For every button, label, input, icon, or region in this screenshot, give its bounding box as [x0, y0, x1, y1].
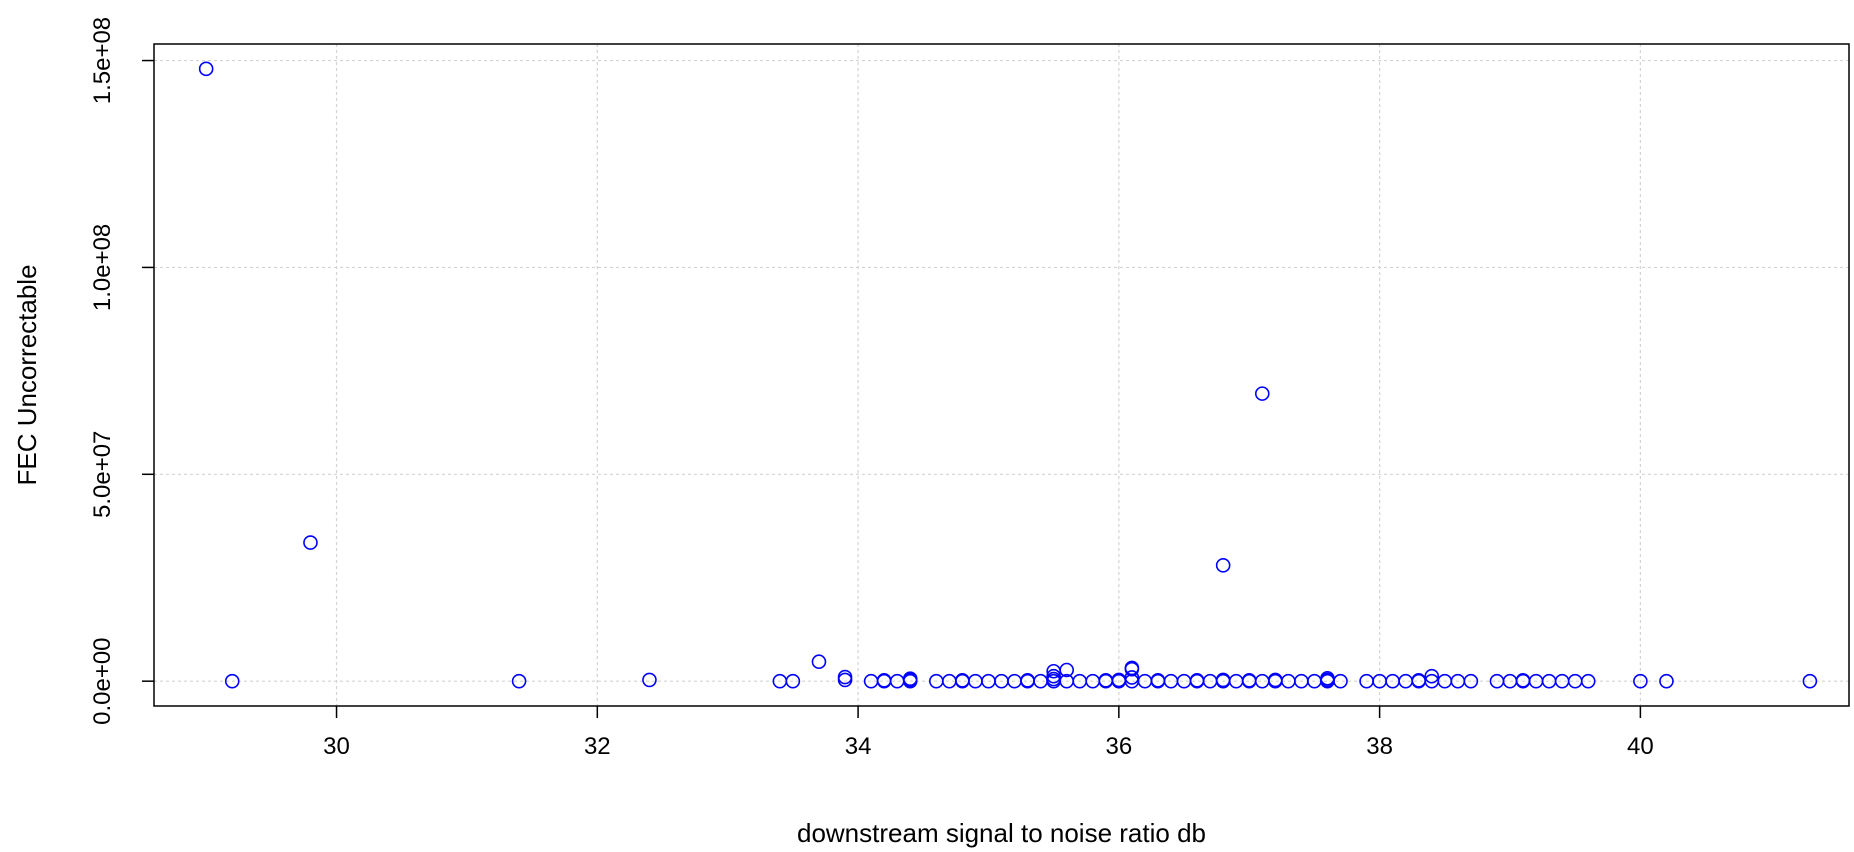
data-point: [1802, 673, 1818, 689]
data-point: [1580, 673, 1596, 689]
data-point: [303, 535, 318, 550]
y-tick-label: 1.5e+08: [89, 17, 116, 104]
data-point: [837, 672, 853, 688]
data-point: [876, 673, 892, 688]
data-point: [1189, 673, 1205, 688]
data-point: [1254, 386, 1270, 401]
data-point: [1424, 668, 1440, 684]
plot-frame: [153, 43, 1850, 707]
data-point: [955, 673, 970, 688]
data-point: [1411, 673, 1427, 688]
data-point: [1463, 673, 1479, 689]
x-axis: 30 32 34 36 38 40: [323, 706, 1654, 760]
data-point: [1515, 673, 1531, 688]
data-point: [198, 61, 214, 77]
grid: [154, 44, 1849, 706]
data-point: [1659, 673, 1674, 689]
data-point: [785, 673, 801, 689]
y-axis: 0.0e+00 5.0e+07 1.0e+08 1.5e+08: [89, 17, 154, 725]
x-tick-label: 30: [323, 733, 350, 760]
data-point: [1098, 673, 1114, 688]
x-tick-label: 36: [1105, 733, 1132, 760]
data-point: [811, 654, 827, 670]
y-tick-label: 5.0e+07: [89, 431, 116, 518]
x-tick-label: 32: [584, 733, 611, 760]
data-point: [1059, 662, 1074, 678]
data-point: [1124, 670, 1140, 685]
data-point: [224, 673, 240, 689]
data-points: [198, 61, 1818, 689]
y-axis-title: FEC Uncorrectable: [12, 264, 42, 485]
data-point: [511, 673, 527, 689]
y-tick-label: 1.0e+08: [89, 224, 116, 311]
data-point: [902, 671, 918, 686]
y-tick-label: 0.0e+00: [89, 637, 116, 724]
x-axis-title: downstream signal to noise ratio db: [797, 818, 1206, 848]
data-point: [1150, 673, 1166, 688]
x-tick-label: 34: [845, 733, 872, 760]
data-point: [1124, 660, 1140, 676]
x-tick-label: 40: [1627, 733, 1654, 760]
data-point: [1215, 558, 1231, 573]
data-point: [1020, 673, 1035, 688]
data-point: [1333, 673, 1348, 689]
x-tick-label: 38: [1366, 733, 1393, 760]
data-point: [1633, 673, 1648, 689]
data-point: [1046, 668, 1061, 684]
data-point: [642, 672, 657, 688]
data-point: [1241, 673, 1257, 688]
